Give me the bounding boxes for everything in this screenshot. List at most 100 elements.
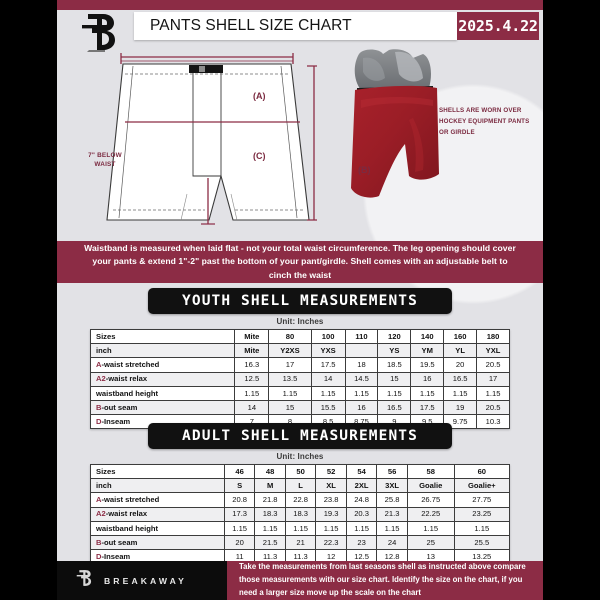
table-header-cell: 80: [268, 328, 312, 345]
brand-name: BREAKAWAY: [104, 575, 187, 586]
table-cell: 25.8: [376, 492, 408, 508]
table-header-cell: L: [284, 478, 317, 494]
table-header-cell: 48: [254, 463, 286, 480]
table-cell: 16.5: [377, 399, 412, 416]
table-header-cell: [344, 343, 379, 359]
youth-section-header: YOUTH SHELL MEASUREMENTS Unit: Inches: [57, 288, 543, 326]
label-c: (C): [253, 151, 266, 161]
table-cell: 1.15: [443, 385, 478, 401]
table-header-cell: 3XL: [376, 478, 408, 494]
table-row: B-out seam 20 21.5 21 22.3 23 24 25 25.5: [90, 534, 511, 551]
table-cell: 14: [310, 371, 346, 387]
table-cell: 1.15: [310, 385, 346, 401]
table-cell: 16: [410, 371, 445, 387]
table-row: inch Mite Y2XS YXS YS YM YL YXL: [89, 343, 510, 359]
row-label: inch: [90, 478, 225, 494]
table-cell: 16: [344, 399, 379, 416]
row-label-prefix: D: [96, 551, 102, 561]
table-cell: 13.5: [268, 371, 312, 387]
row-label-text: -Inseam: [101, 551, 131, 561]
table-header-cell: Mite: [234, 328, 270, 345]
table-cell: 1.15: [223, 520, 256, 536]
row-label-prefix: D: [96, 416, 102, 426]
date-badge-text: 2025.4.22: [458, 17, 538, 35]
table-header-cell: XL: [315, 478, 347, 494]
table-header-cell: Goalie: [406, 478, 455, 494]
table-header-cell: Y2XS: [268, 343, 312, 359]
page-title: PANTS SHELL SIZE CHART: [134, 12, 457, 40]
table-cell: 19.3: [315, 506, 347, 522]
table-header-cell: 60: [453, 463, 511, 480]
table-row: B-out seam 14 15 15.5 16 16.5 17.5 19 20.5: [89, 399, 510, 416]
measurement-instructions-text: Waistband is measured when laid flat - n…: [84, 243, 516, 280]
table-cell: 21.8: [254, 492, 286, 508]
table-cell: 1.15: [453, 520, 511, 536]
top-accent-bar: [57, 0, 543, 10]
table-row: inch S M L XL 2XL 3XL Goalie Goalie+: [90, 478, 511, 494]
table-cell: 22.3: [315, 534, 347, 551]
table-cell: 15: [377, 371, 412, 387]
table-cell: 15.5: [310, 399, 346, 416]
table-cell: 21.5: [254, 534, 286, 551]
table-cell: 12.5: [345, 549, 378, 565]
row-label: waistband height: [89, 385, 236, 401]
footer-instructions: Take the measurements from last seasons …: [227, 561, 543, 600]
table-header-cell: 58: [406, 463, 455, 480]
table-cell: 17.3: [223, 506, 256, 522]
table-cell: 1.15: [234, 385, 270, 401]
adult-measurements-table: Sizes 46 48 50 52 54 56 58 60 inch S M L XL 2XL 3XL Goal…: [90, 463, 511, 565]
table-cell: 1.15: [377, 385, 412, 401]
table-cell: 1.15: [410, 385, 445, 401]
row-label-text: -waist stretched: [101, 495, 160, 505]
table-cell: 24.8: [345, 492, 378, 508]
row-label: waistband height: [90, 520, 225, 536]
page-title-text: PANTS SHELL SIZE CHART: [150, 17, 352, 34]
table-cell: 21: [284, 534, 317, 551]
table-cell: 22.8: [284, 492, 317, 508]
table-header-cell: YL: [443, 343, 478, 359]
row-label-prefix: A: [96, 495, 102, 505]
table-header-cell: YXS: [310, 343, 346, 359]
table-header-cell: 50: [284, 463, 317, 480]
row-label-prefix: A2: [96, 509, 106, 519]
table-header-cell: 120: [377, 328, 412, 345]
label-a: (A): [253, 91, 266, 101]
table-cell: 20.3: [345, 506, 378, 522]
table-cell: 17.5: [310, 357, 346, 373]
row-label-text: -waist relax: [105, 509, 148, 519]
table-cell: 25: [406, 534, 455, 551]
table-row: A2-waist relax 17.3 18.3 18.3 19.3 20.3 21.3 22…: [90, 506, 511, 522]
table-cell: 24: [376, 534, 408, 551]
table-cell: 20.5: [476, 357, 510, 373]
table-cell: 1.15: [315, 520, 347, 536]
table-cell: 19.5: [410, 357, 445, 373]
row-label: inch: [89, 343, 236, 359]
table-cell: 1.15: [268, 385, 312, 401]
table-cell: 1.15: [345, 520, 378, 536]
table-header-cell: 180: [476, 328, 510, 345]
table-row: A2-waist relax 12.5 13.5 14 14.5 15 16 16.5 17: [89, 371, 510, 387]
table-row: A-waist stretched 16.3 17 17.5 18 18.5 19.5 20 2…: [89, 357, 510, 373]
table-cell: 12.5: [234, 371, 270, 387]
row-label-text: -out seam: [101, 537, 138, 547]
table-cell: 23.8: [315, 492, 347, 508]
table-row: waistband height 1.15 1.15 1.15 1.15 1.15 1.15…: [90, 520, 511, 536]
table-header-cell: 54: [345, 463, 378, 480]
table-cell: 10.3: [476, 414, 510, 430]
table-cell: 14.5: [344, 371, 379, 387]
label-b: (B): [358, 165, 371, 175]
table-cell: 18: [344, 357, 379, 373]
table-cell: 1.15: [254, 520, 286, 536]
row-label-prefix: A: [96, 360, 102, 370]
table-header-cell: 110: [344, 328, 379, 345]
table-header-cell: YXL: [476, 343, 510, 359]
table-cell: 1.15: [376, 520, 408, 536]
row-label: D-Inseam: [90, 549, 225, 565]
table-cell: 1.15: [476, 385, 510, 401]
footer-brand: BREAKAWAY: [57, 561, 227, 600]
table-cell: 26.75: [406, 492, 455, 508]
table-cell: 21.3: [376, 506, 408, 522]
header: PANTS SHELL SIZE CHART 2025.4.22: [57, 10, 543, 52]
table-header-cell: 100: [310, 328, 346, 345]
table-header-cell: 46: [223, 463, 256, 480]
